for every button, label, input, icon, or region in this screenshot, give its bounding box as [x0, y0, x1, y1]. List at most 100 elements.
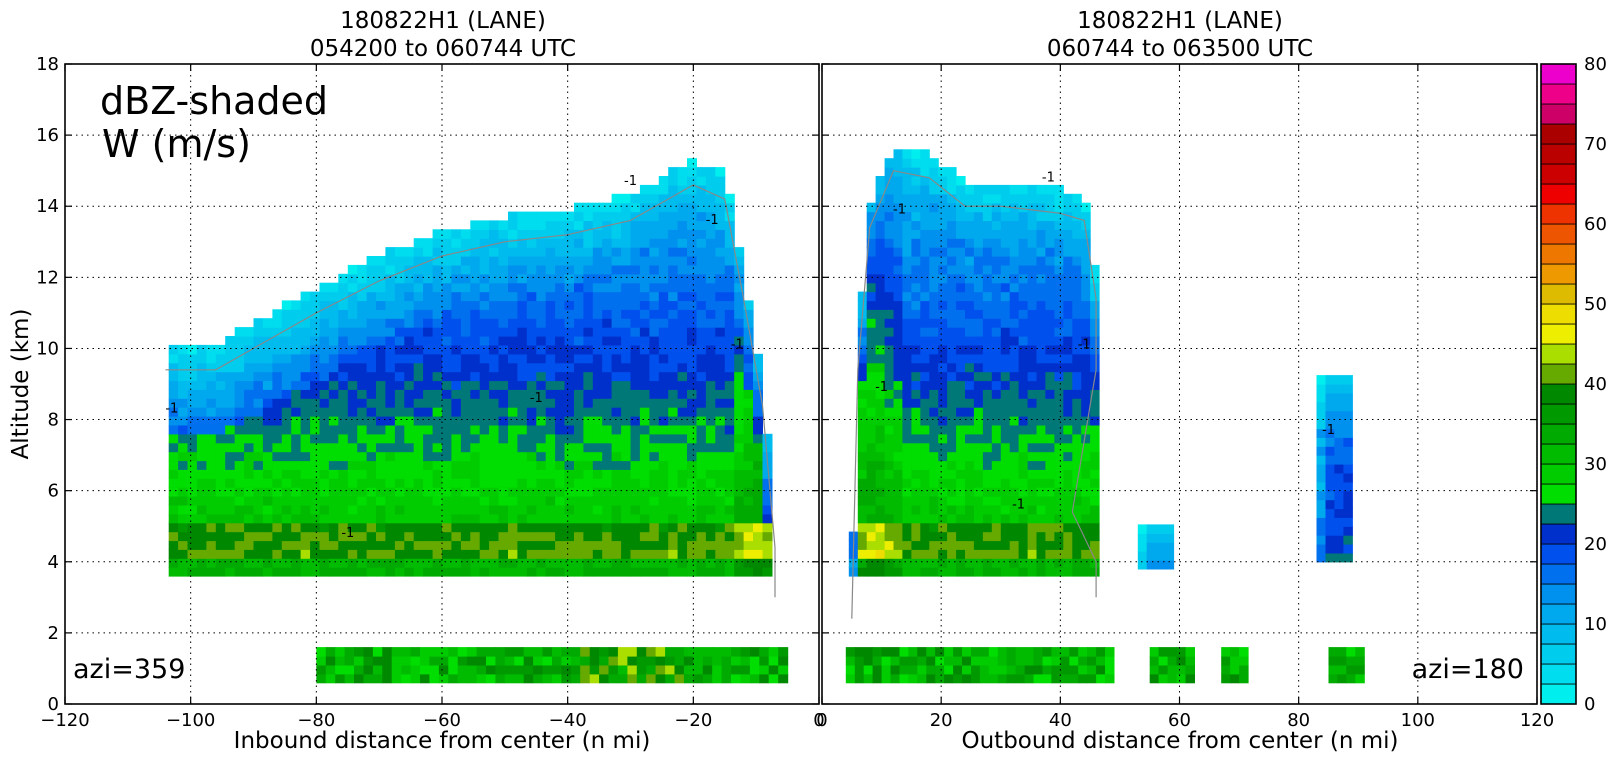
dbz-cell	[376, 407, 386, 417]
dbz-cell	[479, 264, 490, 275]
dbz-cell	[1000, 531, 1011, 542]
dbz-cell	[1063, 318, 1073, 328]
dbz-cell	[621, 567, 632, 577]
dbz-cell	[489, 264, 500, 275]
dbz-cell	[639, 407, 650, 417]
dbz-cell	[404, 398, 415, 408]
dbz-cell	[385, 353, 396, 364]
dbz-cell	[404, 300, 415, 310]
dbz-cell	[385, 496, 396, 506]
dbz-cell	[962, 664, 972, 675]
colorbar-swatches	[1540, 63, 1577, 705]
dbz-cell	[1045, 558, 1055, 568]
left-x-ticks: −120 −100 −80 −60 −40 −20 0	[40, 64, 825, 731]
dbz-cell	[1063, 522, 1073, 533]
dbz-cell	[489, 256, 500, 266]
dbz-cell	[753, 478, 763, 488]
dbz-cell	[1054, 273, 1064, 284]
dbz-cell	[536, 496, 547, 506]
dbz-cell	[432, 273, 443, 284]
dbz-cell	[1063, 389, 1073, 399]
dbz-cell	[740, 664, 751, 675]
dbz-cell	[404, 273, 415, 284]
dbz-cell	[281, 380, 292, 390]
dbz-cell	[545, 211, 556, 222]
dbz-cell	[1027, 362, 1038, 373]
dbz-cell	[724, 193, 735, 204]
dbz-cell	[965, 184, 975, 195]
dbz-cell	[668, 264, 679, 275]
dbz-cell	[564, 247, 575, 257]
dbz-cell	[621, 398, 632, 408]
dbz-cell	[1146, 533, 1157, 543]
dbz-cell	[1009, 478, 1020, 488]
colorbar-tick-label: 30	[1584, 454, 1607, 475]
dbz-cell	[982, 256, 993, 266]
dbz-cell	[310, 362, 321, 373]
dbz-cell	[743, 469, 754, 479]
dbz-cell	[300, 407, 311, 417]
dbz-cell	[715, 567, 726, 577]
dbz-cell	[1105, 647, 1115, 657]
dbz-cell	[1334, 446, 1344, 456]
dbz-cell	[357, 549, 368, 559]
dbz-cell	[1018, 407, 1029, 417]
contour-label: -1	[530, 391, 543, 406]
dbz-cell	[991, 567, 1002, 577]
contour-label: -1	[706, 213, 719, 228]
dbz-cell	[965, 344, 975, 355]
dbz-cell	[442, 433, 452, 444]
dbz-cell	[649, 353, 660, 364]
annotation-azi-right: azi=180	[1412, 654, 1524, 685]
dbz-cell	[316, 647, 327, 657]
dbz-cell	[899, 656, 909, 666]
dbz-cell	[1158, 656, 1169, 666]
dbz-cell	[602, 309, 613, 319]
dbz-cell	[1105, 664, 1115, 675]
dbz-cell	[965, 247, 975, 257]
dbz-cell	[413, 478, 424, 488]
dbz-cell	[328, 460, 339, 470]
dbz-cell	[564, 522, 575, 533]
dbz-cell	[517, 469, 528, 479]
colorbar-tick-label: 40	[1584, 374, 1607, 395]
dbz-cell	[404, 531, 415, 542]
dbz-cell	[965, 522, 975, 533]
dbz-cell	[611, 318, 622, 328]
dbz-cell	[178, 549, 189, 559]
dbz-cell	[564, 487, 575, 497]
dbz-cell	[178, 353, 189, 364]
dbz-cell	[611, 487, 622, 497]
dbz-cell	[875, 220, 886, 230]
dbz-cell	[668, 362, 679, 373]
dbz-cell	[1027, 247, 1038, 257]
colorbar-swatch	[1540, 623, 1577, 645]
dbz-cell	[884, 531, 895, 542]
dbz-cell	[347, 478, 358, 488]
dbz-cell	[929, 256, 939, 266]
dbz-cell	[875, 433, 886, 444]
dbz-cell	[920, 478, 930, 488]
dbz-cell	[234, 416, 245, 426]
dbz-cell	[956, 567, 966, 577]
dbz-cell	[281, 309, 292, 319]
dbz-cell	[498, 229, 509, 239]
dbz-cell	[947, 433, 957, 444]
dbz-cell	[451, 291, 462, 302]
dbz-cell	[857, 487, 868, 497]
dbz-cell	[649, 273, 660, 284]
dbz-cell	[947, 362, 957, 373]
dbz-cell	[893, 344, 903, 355]
dbz-cell	[476, 664, 487, 675]
dbz-cell	[982, 558, 993, 568]
dbz-cell	[893, 202, 903, 213]
dbz-cell	[489, 247, 500, 257]
dbz-cell	[366, 513, 377, 524]
dbz-cell	[244, 567, 255, 577]
dbz-cell	[715, 344, 726, 355]
dbz-cell	[1072, 362, 1082, 373]
dbz-cell	[1045, 264, 1055, 275]
dbz-cell	[982, 264, 993, 275]
dbz-cell	[187, 496, 198, 506]
dbz-cell	[1018, 513, 1029, 524]
